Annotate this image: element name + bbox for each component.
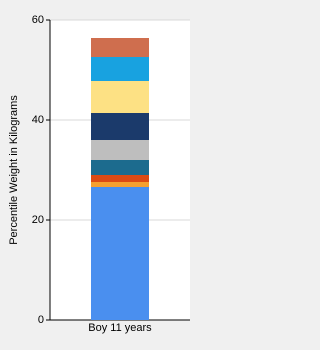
bar-segment — [91, 175, 149, 182]
bar-segment — [91, 182, 149, 187]
bar-segment — [91, 38, 149, 57]
bar-segment — [91, 81, 149, 113]
y-tick-label: 20 — [32, 214, 44, 226]
bar-segment — [91, 57, 149, 81]
y-tick-label: 40 — [32, 114, 44, 126]
bar-segment — [91, 160, 149, 175]
y-tick-label: 60 — [32, 14, 44, 26]
chart: Percentile Weight in Kilograms 0 20 40 60 Bo… — [8, 14, 190, 334]
y-tick-label: 0 — [38, 314, 44, 326]
bar-segment — [91, 140, 149, 160]
y-axis-label: Percentile Weight in Kilograms — [8, 95, 20, 245]
bar-segment — [91, 187, 149, 320]
bar-segment — [91, 113, 149, 140]
x-tick-label: Boy 11 years — [88, 322, 152, 334]
